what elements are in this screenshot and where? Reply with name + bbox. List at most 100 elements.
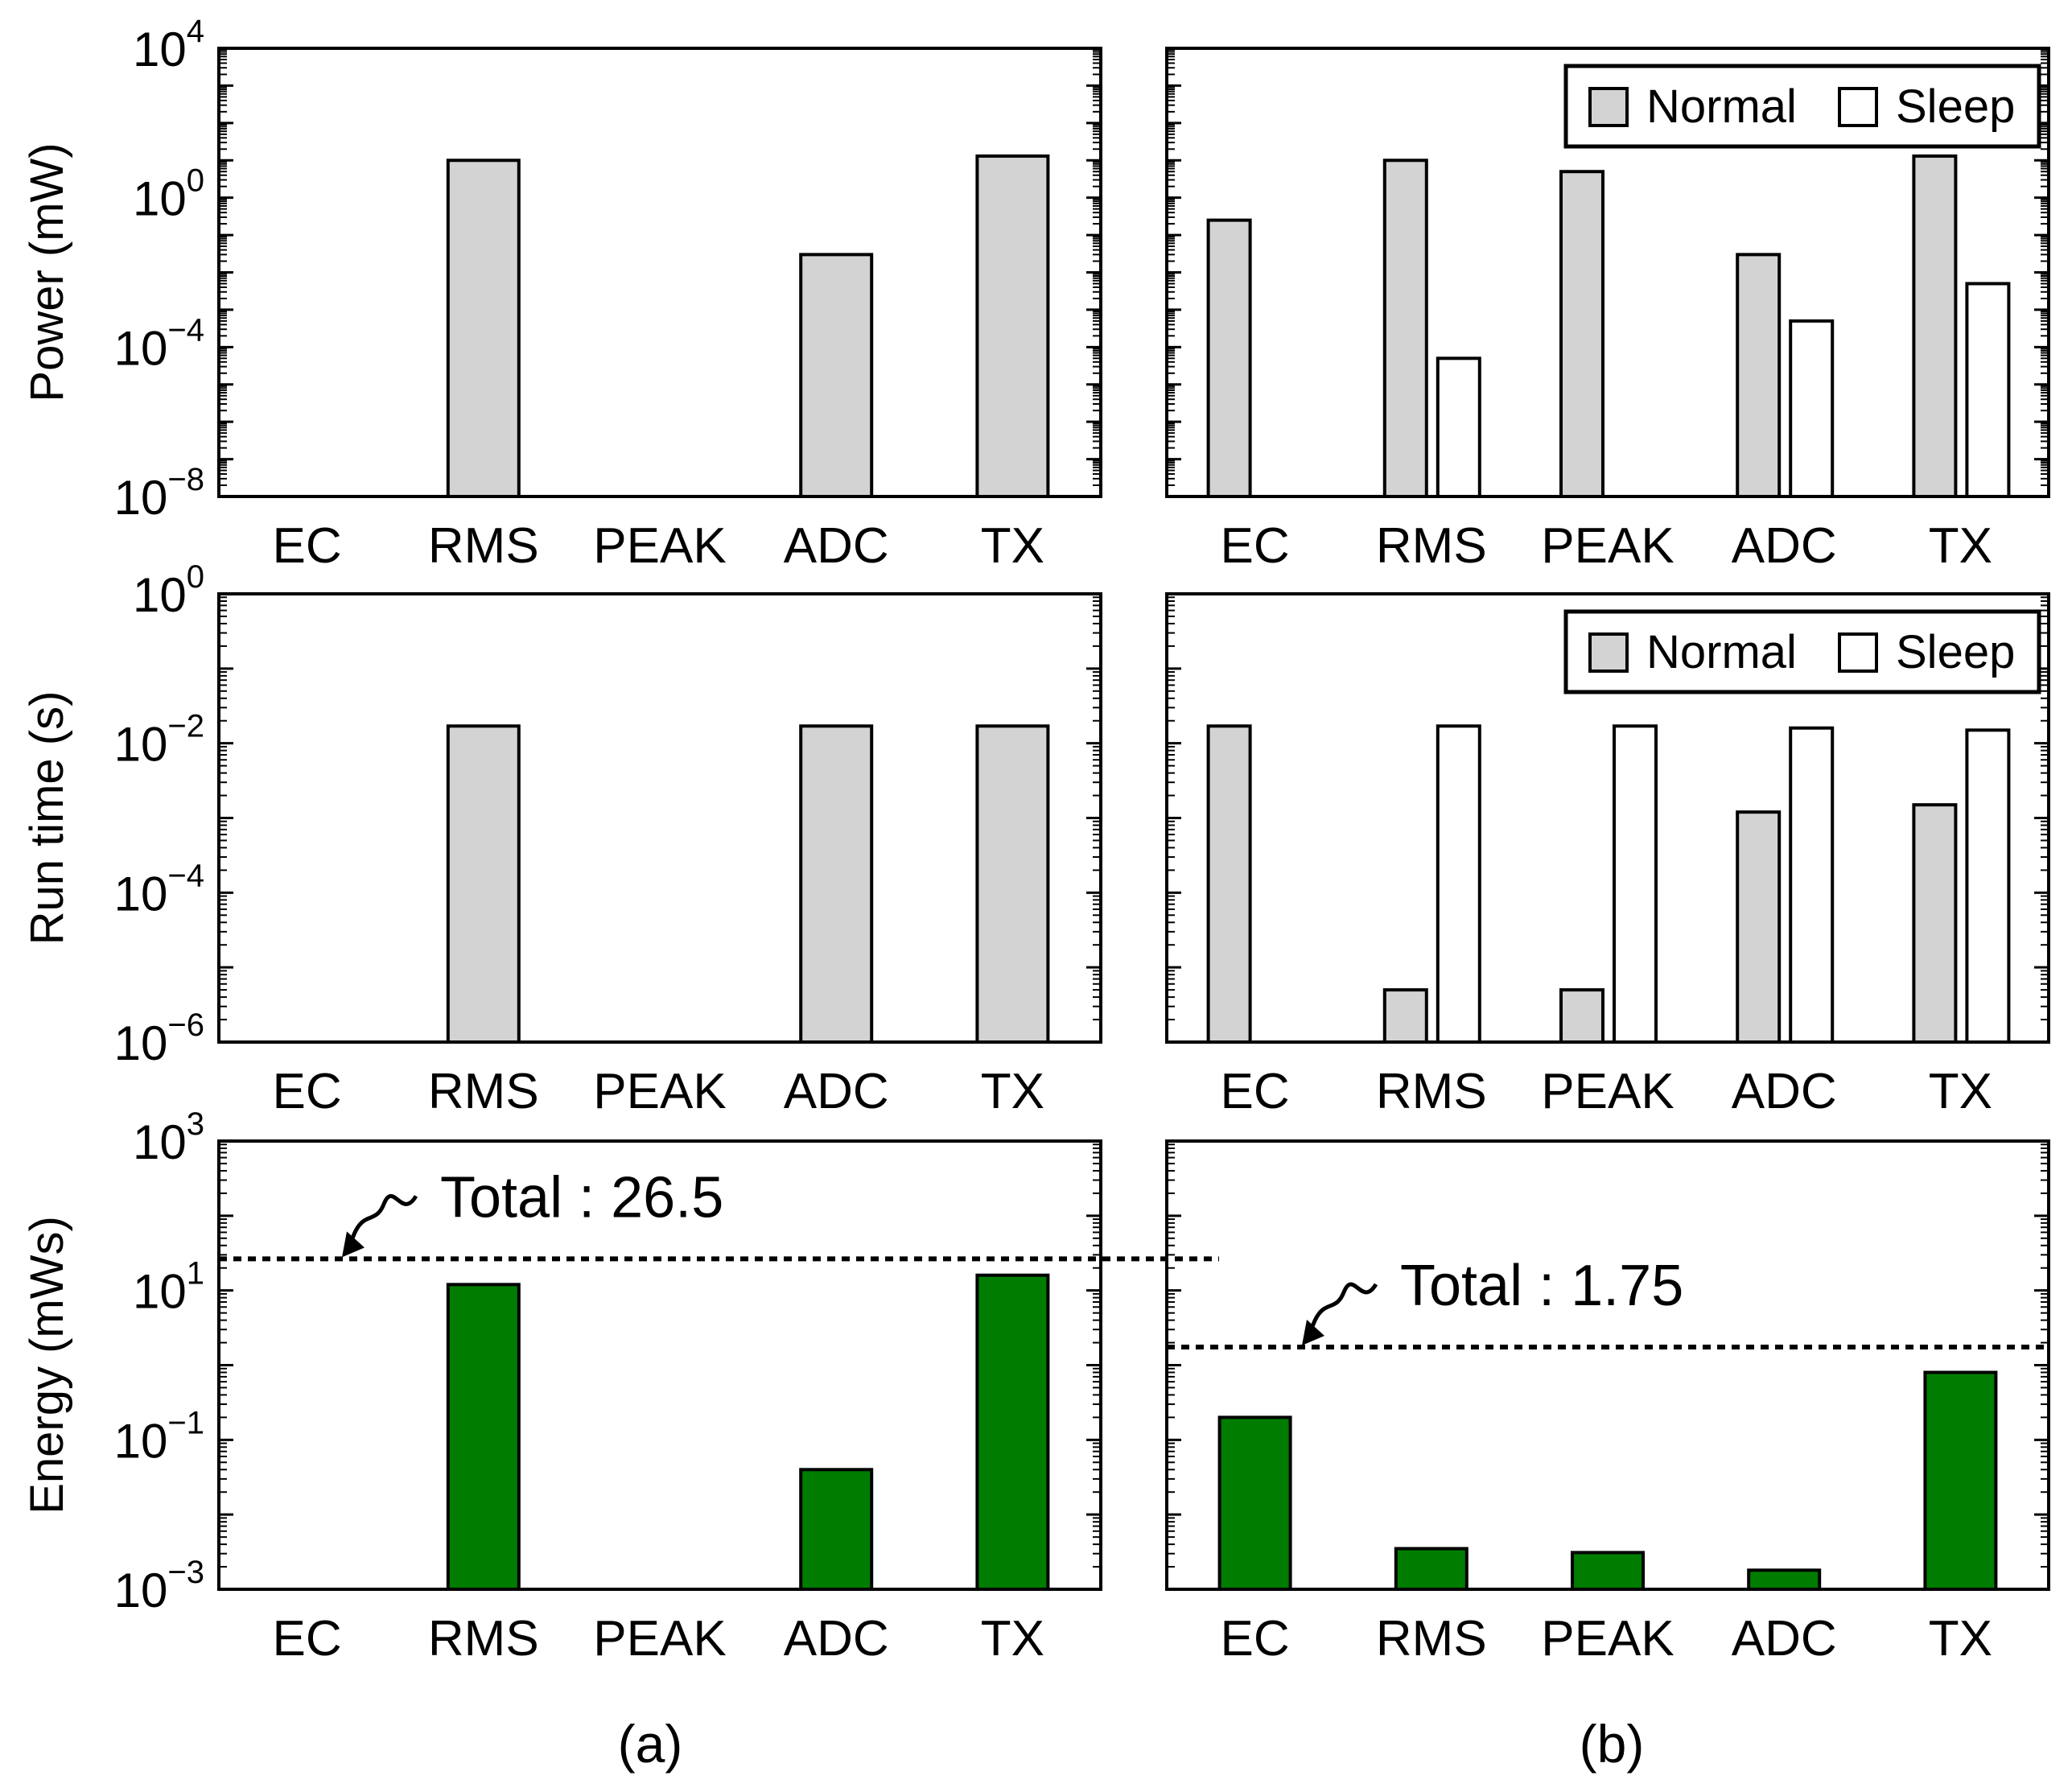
bar-adc-normal (1736, 253, 1782, 498)
axes-frame (1165, 47, 2050, 498)
bar-adc-energy (1747, 1568, 1822, 1592)
category-label-rms: RMS (1376, 518, 1487, 574)
bar-ec-normal (1206, 218, 1252, 498)
bar-rms-normal (446, 724, 521, 1044)
bar-rms-energy (446, 1283, 521, 1592)
bar-tx-normal (975, 724, 1050, 1044)
legend: Normal Sleep (1563, 609, 2041, 694)
axes-frame (1165, 592, 2050, 1044)
total-label: Total : 26.5 (440, 1165, 723, 1230)
panel-tag-a: (a) (618, 1714, 683, 1774)
category-label-ec: EC (1221, 1064, 1290, 1119)
legend-swatch-normal (1588, 87, 1629, 127)
chart-runtime-sleep: EC RMS PEAK ADC TX Normal Sleep (1165, 592, 2050, 1119)
bar-rms-energy (1394, 1547, 1469, 1591)
category-label-rms: RMS (1376, 1611, 1487, 1667)
category-label-tx: TX (1929, 518, 1992, 574)
category-label-tx: TX (1929, 1064, 1992, 1119)
panel-tag-b: (b) (1580, 1714, 1645, 1774)
bar-adc-normal (799, 724, 874, 1044)
category-label-peak: PEAK (1541, 1611, 1674, 1667)
category-label-adc: ADC (1732, 1064, 1837, 1119)
bar-adc-sleep (1789, 726, 1835, 1044)
category-label-peak: PEAK (593, 518, 726, 574)
category-label-ec: EC (273, 1611, 342, 1667)
category-label-peak: PEAK (1541, 518, 1674, 574)
category-label-ec: EC (273, 518, 342, 574)
bar-peak-sleep (1613, 724, 1658, 1044)
bar-tx-normal (975, 154, 1050, 499)
chart-energy-sleep: EC RMS PEAK ADC TX Total : 1.75 (1165, 1139, 2050, 1667)
bar-adc-energy (799, 1468, 874, 1591)
bar-rms-sleep (1436, 724, 1481, 1044)
category-label-tx: TX (1929, 1611, 1992, 1667)
y-tick-label: 10−2 (114, 709, 204, 772)
chart-power-normal: 10−8 10−4 100 104 Power (mW) EC RMS PEAK ADC TX (21, 14, 1102, 574)
y-axis-label: Power (mW) (21, 142, 73, 402)
category-label-peak: PEAK (593, 1064, 726, 1119)
category-label-rms: RMS (428, 518, 539, 574)
axes-frame (1165, 1139, 2050, 1591)
y-tick-label: 100 (133, 163, 204, 226)
category-label-adc: ADC (1732, 1611, 1837, 1667)
bar-peak-normal (1559, 170, 1604, 498)
y-tick-label: 10−3 (114, 1555, 204, 1617)
legend-label-sleep: Sleep (1896, 80, 2015, 133)
legend-swatch-normal (1588, 632, 1629, 673)
y-tick-label: 10−4 (114, 858, 204, 921)
category-label-peak: PEAK (1541, 1064, 1674, 1119)
legend-swatch-sleep (1838, 632, 1878, 673)
y-tick-label: 104 (133, 14, 204, 76)
category-label-tx: TX (981, 1064, 1044, 1119)
legend-label-normal: Normal (1646, 80, 1797, 133)
legend-box (1563, 64, 2041, 149)
y-tick-label: 101 (133, 1256, 204, 1319)
total-arrow (346, 1193, 418, 1253)
category-label-tx: TX (981, 518, 1044, 574)
total-arrow (1306, 1282, 1378, 1341)
bar-tx-energy (1923, 1370, 1998, 1591)
chart-runtime-normal: 10−6 10−4 10−2 100 Run time (s) EC RMS PEAK ADC T… (21, 559, 1102, 1119)
bar-tx-normal (1912, 803, 1958, 1044)
legend-box (1563, 609, 2041, 694)
bar-rms-normal (446, 159, 521, 498)
category-label-rms: RMS (428, 1064, 539, 1119)
bar-tx-sleep (1965, 282, 2011, 498)
chart-power-sleep: EC RMS PEAK ADC TX Normal Sleep (1165, 47, 2050, 574)
y-axis-label: Energy (mWs) (21, 1216, 73, 1514)
bar-rms-normal (1382, 988, 1428, 1044)
axes-frame (217, 592, 1102, 1044)
y-tick-label: 10−4 (114, 312, 204, 375)
total-arrowhead (342, 1231, 365, 1258)
category-label-ec: EC (1221, 518, 1290, 574)
axes-frame (217, 1139, 1102, 1591)
bar-adc-sleep (1789, 319, 1835, 498)
legend-label-sleep: Sleep (1896, 626, 2015, 678)
axes-frame (217, 47, 1102, 498)
y-tick-label: 10−8 (114, 462, 204, 525)
category-label-adc: ADC (784, 1064, 889, 1119)
total-arrowhead (1302, 1319, 1324, 1345)
category-label-adc: ADC (1732, 518, 1837, 574)
y-tick-label: 100 (133, 559, 204, 622)
bar-tx-energy (975, 1273, 1050, 1591)
y-tick-label: 103 (133, 1106, 204, 1169)
total-label: Total : 1.75 (1400, 1254, 1683, 1318)
chart-energy-normal: 10−3 10−1 101 103 Energy (mWs) EC RMS PEAK ADC TX… (21, 1106, 1219, 1667)
bar-adc-normal (1736, 810, 1782, 1044)
bar-adc-normal (799, 253, 874, 498)
legend-swatch-sleep (1838, 87, 1878, 127)
bar-ec-normal (1206, 724, 1252, 1044)
category-label-peak: PEAK (593, 1611, 726, 1667)
legend-label-normal: Normal (1646, 626, 1797, 678)
y-tick-label: 10−6 (114, 1007, 204, 1070)
category-label-ec: EC (273, 1064, 342, 1119)
category-label-ec: EC (1221, 1611, 1290, 1667)
legend: Normal Sleep (1563, 64, 2041, 149)
bar-rms-sleep (1436, 356, 1481, 499)
category-label-rms: RMS (1376, 1064, 1487, 1119)
category-label-adc: ADC (784, 1611, 889, 1667)
bar-tx-normal (1912, 154, 1958, 499)
category-label-rms: RMS (428, 1611, 539, 1667)
